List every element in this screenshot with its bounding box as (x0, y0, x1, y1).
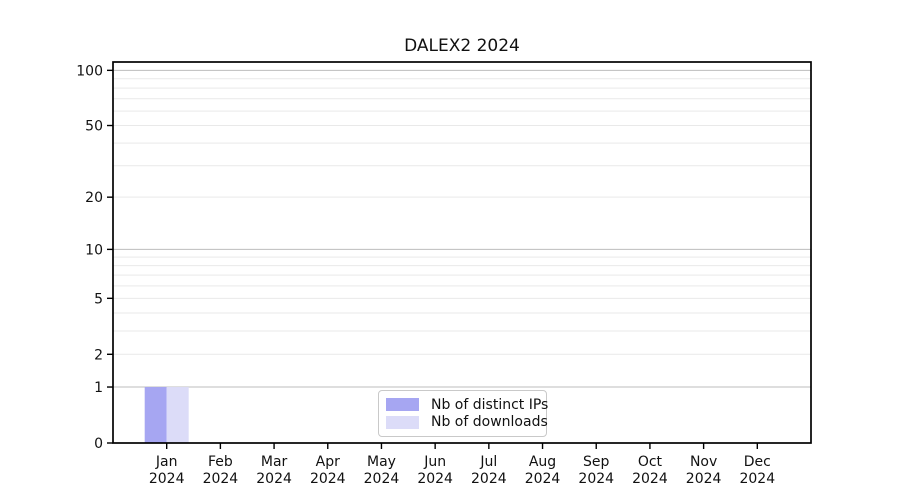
x-tick-label: Jun 2024 (417, 454, 453, 487)
x-tick-label: Dec 2024 (739, 454, 775, 487)
bar-1-month-0 (166, 387, 189, 443)
x-tick-label: Apr 2024 (310, 454, 346, 487)
y-tick-label: 2 (94, 347, 103, 363)
y-tick-label: 20 (85, 190, 103, 206)
legend-swatch-downloads (386, 415, 419, 429)
legend-label-distinct-ips: Nb of distinct IPs (431, 396, 549, 413)
x-tick-label: Aug 2024 (525, 454, 561, 487)
x-tick-label: Jan 2024 (149, 454, 185, 487)
legend-label-downloads: Nb of downloads (431, 414, 548, 431)
x-tick-label: Oct 2024 (632, 454, 668, 487)
x-tick-label: Feb 2024 (203, 454, 239, 487)
legend-item-distinct-ips: Nb of distinct IPs (386, 396, 548, 413)
legend: Nb of distinct IPs Nb of downloads (378, 390, 548, 437)
y-tick-label: 1 (94, 380, 103, 396)
x-tick-label: Jul 2024 (471, 454, 507, 487)
y-tick-label: 100 (76, 63, 103, 79)
x-tick-label: May 2024 (364, 454, 400, 487)
x-tick-label: Sep 2024 (578, 454, 614, 487)
bar-0-month-0 (144, 387, 167, 443)
y-tick-label: 50 (85, 119, 103, 135)
y-tick-label: 10 (85, 242, 103, 258)
y-tick-label: 0 (94, 436, 103, 452)
legend-item-downloads: Nb of downloads (386, 414, 548, 431)
x-tick-label: Mar 2024 (256, 454, 292, 487)
y-tick-label: 5 (94, 291, 103, 307)
chart-title: DALEX2 2024 (404, 36, 520, 56)
plot-border (112, 61, 812, 444)
x-tick-label: Nov 2024 (686, 454, 722, 487)
legend-swatch-distinct-ips (386, 398, 419, 412)
